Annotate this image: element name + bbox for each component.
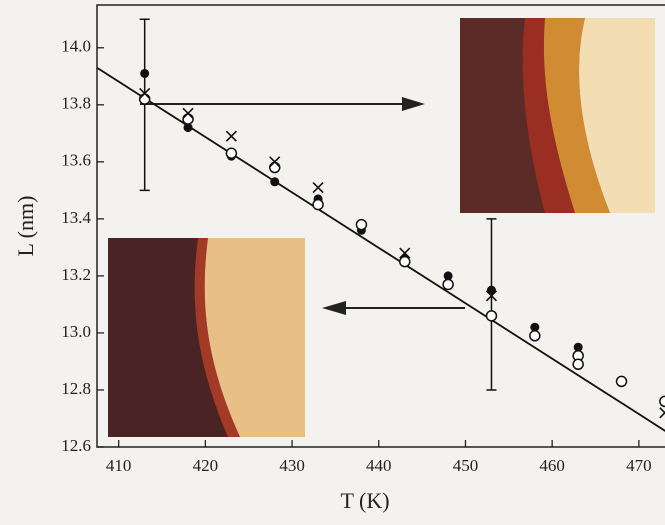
y-tick-label: 12.8 [61, 379, 91, 398]
x-tick-label: 440 [366, 456, 392, 475]
point [355, 218, 368, 231]
point [140, 68, 150, 78]
point [225, 130, 237, 142]
x-tick-label: 460 [539, 456, 565, 475]
y-tick-label: 13.2 [61, 265, 91, 284]
point [138, 93, 151, 105]
x-tick-label: 410 [106, 456, 132, 475]
point [182, 113, 194, 125]
x-tick-label: 450 [453, 456, 479, 475]
point [139, 87, 151, 99]
x-axis-label: T (K) [340, 488, 389, 513]
point [486, 285, 496, 295]
inset-bottom [108, 238, 305, 437]
fit-line [96, 66, 665, 432]
point [183, 123, 193, 133]
point [399, 255, 411, 268]
inset-top [460, 18, 655, 213]
point [182, 107, 194, 119]
error-bar [486, 218, 497, 391]
y-tick-label: 12.6 [61, 436, 91, 455]
point [399, 247, 411, 259]
point [573, 342, 583, 352]
y-tick-label: 13.0 [61, 322, 91, 341]
point [270, 177, 280, 187]
point [442, 278, 454, 291]
point [529, 330, 541, 342]
point [269, 156, 281, 168]
y-tick-label: 13.4 [61, 208, 91, 227]
point [225, 147, 238, 160]
point [485, 290, 498, 302]
y-axis-label: L (nm) [13, 196, 38, 257]
point [268, 161, 281, 174]
point [312, 181, 324, 194]
point [659, 395, 665, 408]
point [615, 375, 628, 388]
x-tick-label: 470 [626, 456, 652, 475]
point [443, 271, 453, 281]
point [312, 198, 324, 211]
point [572, 358, 584, 371]
point [530, 322, 540, 332]
arrows [140, 97, 465, 315]
x-tick-label: 420 [193, 456, 219, 475]
plot-frame [96, 4, 665, 448]
y-tick-label: 14.0 [61, 37, 91, 56]
point [485, 310, 498, 322]
y-tick-label: 13.6 [61, 151, 91, 170]
x-tick-label: 430 [279, 456, 305, 475]
y-tick-label: 13.8 [61, 94, 91, 113]
